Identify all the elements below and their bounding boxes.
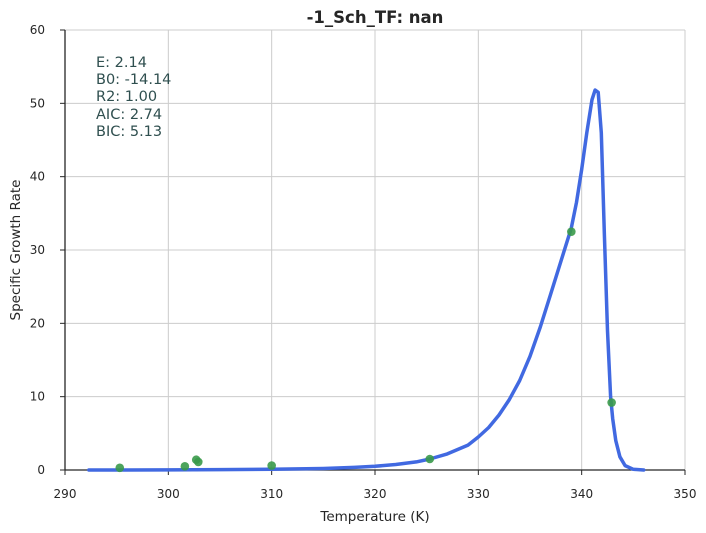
data-point xyxy=(567,227,576,236)
y-tick-label: 60 xyxy=(30,23,45,37)
data-point xyxy=(607,398,616,407)
y-tick-label: 20 xyxy=(30,316,45,330)
y-axis-label: Specific Growth Rate xyxy=(8,180,24,321)
stat-b0: B0: -14.14 xyxy=(96,72,171,88)
fit-statistics: E: 2.14 B0: -14.14 R2: 1.00 AIC: 2.74 BI… xyxy=(96,55,171,140)
y-tick-label: 50 xyxy=(30,96,45,110)
x-axis-label: Temperature (K) xyxy=(319,509,429,525)
chart-title: -1_Sch_TF: nan xyxy=(307,8,444,27)
y-tick-label: 40 xyxy=(30,170,45,184)
x-tick-label: 290 xyxy=(54,487,77,501)
stat-r2: R2: 1.00 xyxy=(96,89,157,105)
x-tick-label: 310 xyxy=(260,487,283,501)
stat-bic: BIC: 5.13 xyxy=(96,124,162,140)
x-tick-label: 300 xyxy=(157,487,180,501)
data-point xyxy=(267,461,276,470)
data-point xyxy=(180,462,190,471)
x-tick-label: 320 xyxy=(364,487,387,501)
y-tick-label: 10 xyxy=(30,390,45,404)
x-tick-label: 340 xyxy=(570,487,593,501)
stat-e: E: 2.14 xyxy=(96,55,147,71)
x-tick-label: 350 xyxy=(674,487,697,501)
tick-labels: 290 300 310 320 330 340 350 0 10 20 30 40 50 60 xyxy=(30,23,697,501)
data-point xyxy=(115,463,125,473)
y-tick-label: 0 xyxy=(37,463,45,477)
stat-aic: AIC: 2.74 xyxy=(96,107,162,123)
fit-curve xyxy=(87,88,646,472)
y-tick-label: 30 xyxy=(30,243,45,257)
x-tick-label: 330 xyxy=(467,487,490,501)
fit-curve-group xyxy=(87,88,646,472)
data-points xyxy=(115,227,616,473)
data-point xyxy=(425,454,435,464)
data-point xyxy=(194,457,203,467)
